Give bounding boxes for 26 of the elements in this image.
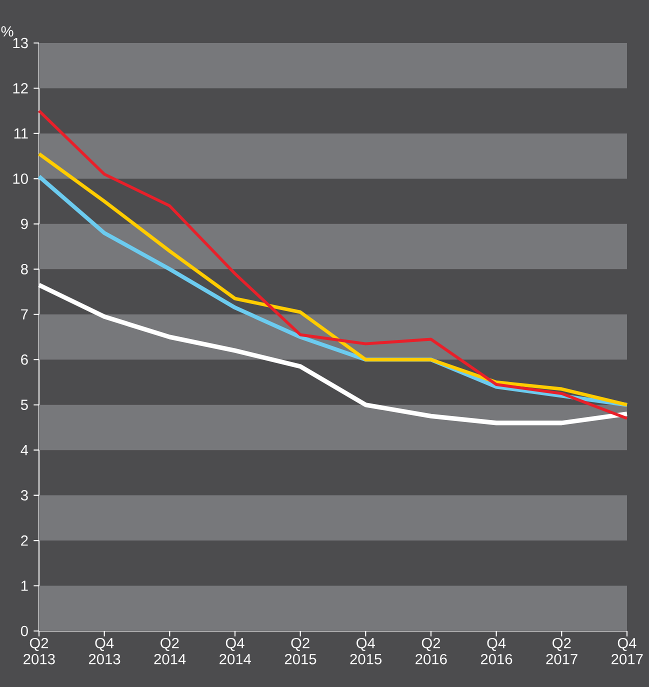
y-tick-label: 3 [20, 490, 28, 500]
y-tick-label: 11 [14, 128, 28, 139]
x-tick-label: Q2 2014 [154, 638, 186, 664]
x-tick-label: Q2 2015 [284, 638, 316, 664]
y-tick-label: 12 [13, 83, 28, 94]
y-tick-label: 0 [20, 626, 28, 636]
y-tick-label: 8 [20, 264, 28, 274]
x-tick-label: Q2 2013 [24, 638, 55, 664]
line-series [38, 109, 628, 420]
y-tick-label: 1 [21, 580, 28, 591]
y-tick-label: 9 [21, 218, 28, 230]
x-tick-label: Q4 2016 [480, 638, 512, 664]
x-tick-label: Q4 2013 [88, 638, 120, 664]
x-tick-label: Q2 2017 [546, 638, 578, 664]
y-tick-label: 2 [21, 535, 28, 546]
y-axis-title: % [1, 26, 14, 37]
y-tick-label: 4 [20, 445, 28, 456]
y-tick-label: 7 [21, 309, 28, 320]
y-tick-label: 13 [13, 38, 28, 48]
y-tick-label: 10 [13, 174, 28, 184]
x-tick-label: Q2 2016 [416, 638, 447, 664]
y-tick-label: 5 [20, 400, 28, 410]
x-tick-label: Q4 2017 [612, 638, 643, 664]
x-tick-label: Q4 2015 [350, 638, 382, 664]
y-tick-label: 6 [21, 354, 28, 365]
x-tick-label: Q4 2014 [220, 638, 252, 664]
